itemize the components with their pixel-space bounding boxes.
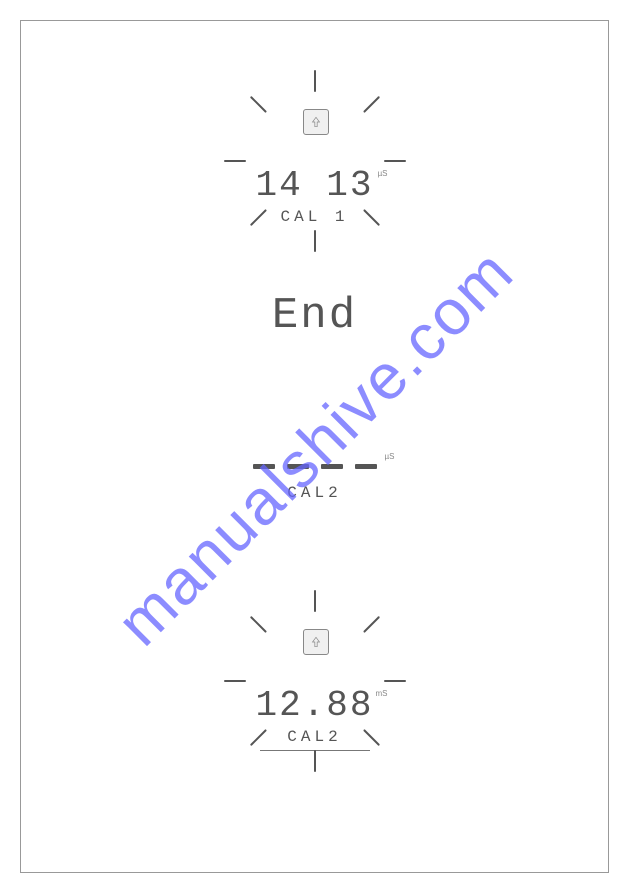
dashes-label: CAL2 (21, 484, 608, 502)
cal1-unit: µS (378, 169, 388, 178)
section-dashes: µS CAL2 (21, 456, 608, 502)
flash-icon (275, 601, 355, 681)
document-panel: 14 13 µS CAL 1 End µS CAL2 12.88 mS CAL2 (20, 20, 609, 873)
flash-ray-icon (363, 616, 380, 633)
flash-icon (275, 81, 355, 161)
cal2-label: CAL2 (21, 728, 608, 746)
cal2-unit: mS (376, 689, 388, 698)
flash-ray-icon (249, 96, 266, 113)
flash-ray-icon (224, 680, 246, 682)
section-end: End (21, 291, 608, 341)
flash-ray-icon (314, 230, 316, 252)
cal1-value: 14 13 (255, 165, 373, 206)
flash-ray-icon (314, 70, 316, 92)
flash-ray-icon (384, 680, 406, 682)
flash-ray-icon (363, 96, 380, 113)
flash-ray-icon (249, 616, 266, 633)
dash-icon (355, 464, 377, 469)
flash-ray-icon (314, 590, 316, 612)
dash-icon (287, 464, 309, 469)
dashes-unit: µS (385, 452, 395, 461)
section-cal2: 12.88 mS CAL2 (21, 601, 608, 751)
cal2-value: 12.88 (255, 685, 373, 726)
cal1-label: CAL 1 (21, 208, 608, 226)
flash-ray-icon (384, 160, 406, 162)
flash-ray-icon (314, 750, 316, 772)
section-cal1: 14 13 µS CAL 1 (21, 81, 608, 226)
flash-core-icon (303, 109, 329, 135)
up-arrow-icon (309, 115, 323, 129)
end-text: End (272, 291, 357, 341)
dash-icon (321, 464, 343, 469)
flash-ray-icon (224, 160, 246, 162)
flash-core-icon (303, 629, 329, 655)
dash-icon (253, 464, 275, 469)
up-arrow-icon (309, 635, 323, 649)
dash-row (253, 464, 377, 469)
